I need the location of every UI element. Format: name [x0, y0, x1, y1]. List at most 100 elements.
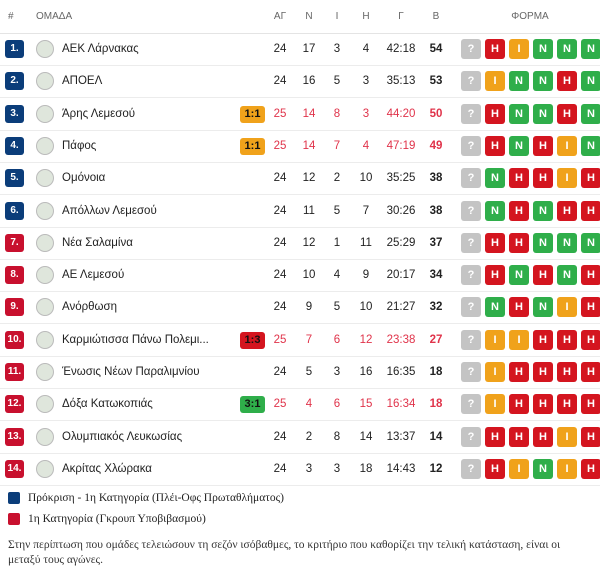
form-result[interactable]: Ν: [509, 71, 529, 92]
form-result[interactable]: Η: [509, 394, 529, 415]
form-result[interactable]: ?: [461, 200, 481, 221]
form-result[interactable]: Ι: [485, 394, 505, 415]
form-result[interactable]: Ν: [581, 71, 600, 92]
team-name[interactable]: Ολυμπιακός Λευκωσίας: [62, 430, 183, 443]
form-result[interactable]: Ν: [485, 200, 505, 221]
form-result[interactable]: Ν: [581, 232, 600, 253]
form-result[interactable]: Η: [509, 426, 529, 447]
team-name[interactable]: Πάφος: [62, 139, 97, 152]
form-result[interactable]: Η: [557, 71, 577, 92]
team-name[interactable]: Άρης Λεμεσού: [62, 107, 136, 120]
form-result[interactable]: Η: [581, 297, 600, 318]
team-name[interactable]: ΑΠΟΕΛ: [62, 75, 103, 88]
form-result[interactable]: ?: [461, 71, 481, 92]
team-name[interactable]: Ομόνοια: [62, 172, 106, 185]
form-result[interactable]: Η: [581, 458, 600, 479]
form-result[interactable]: Ν: [533, 200, 553, 221]
team-name[interactable]: Απόλλων Λεμεσού: [62, 204, 157, 217]
form-result[interactable]: Ν: [581, 135, 600, 156]
form-result[interactable]: Ι: [557, 458, 577, 479]
form-result[interactable]: ?: [461, 329, 481, 350]
form-result[interactable]: ?: [461, 232, 481, 253]
form-result[interactable]: Ν: [557, 39, 577, 59]
form-result[interactable]: Η: [533, 426, 553, 447]
form-result[interactable]: ?: [461, 394, 481, 415]
form-result[interactable]: ?: [461, 39, 481, 59]
form-result[interactable]: Η: [509, 297, 529, 318]
form-result[interactable]: ?: [461, 362, 481, 382]
form-result[interactable]: Η: [509, 362, 529, 382]
form-result[interactable]: ?: [461, 103, 481, 124]
form-result[interactable]: Ν: [557, 232, 577, 253]
form-result[interactable]: Ν: [485, 297, 505, 318]
form-result[interactable]: Ν: [581, 103, 600, 124]
form-result[interactable]: Η: [485, 232, 505, 253]
form-result[interactable]: Ι: [557, 297, 577, 318]
form-result[interactable]: Ν: [533, 103, 553, 124]
form-result[interactable]: Ν: [533, 71, 553, 92]
form-result[interactable]: Η: [533, 135, 553, 156]
form-result[interactable]: Η: [509, 232, 529, 253]
form-result[interactable]: Ι: [557, 168, 577, 189]
form-result[interactable]: Η: [557, 394, 577, 415]
form-result[interactable]: Η: [485, 265, 505, 286]
team-name[interactable]: Ανόρθωση: [62, 301, 118, 314]
team-name[interactable]: ΑΕ Λεμεσού: [62, 269, 125, 282]
form-result[interactable]: Η: [485, 135, 505, 156]
form-result[interactable]: Η: [581, 168, 600, 189]
form-result[interactable]: Ν: [533, 232, 553, 253]
form-result[interactable]: Η: [485, 39, 505, 59]
form-result[interactable]: Η: [533, 329, 553, 350]
form-result[interactable]: ?: [461, 265, 481, 286]
form-result[interactable]: Η: [557, 200, 577, 221]
form-result[interactable]: Η: [533, 265, 553, 286]
team-name[interactable]: ΑΕΚ Λάρνακας: [62, 43, 139, 55]
form-result[interactable]: Η: [581, 329, 600, 350]
form-result[interactable]: Η: [557, 329, 577, 350]
form-result[interactable]: Ι: [485, 329, 505, 350]
form-result[interactable]: Η: [557, 362, 577, 382]
team-name[interactable]: Ένωσις Νέων Παραλιμνίου: [62, 366, 200, 378]
form-result[interactable]: Ν: [533, 39, 553, 59]
stat-lost: 10: [359, 172, 373, 185]
form-result[interactable]: Ι: [485, 362, 505, 382]
form-result[interactable]: Η: [581, 265, 600, 286]
form-result[interactable]: Ν: [557, 265, 577, 286]
form-result[interactable]: Ι: [485, 71, 505, 92]
form-result[interactable]: Ν: [485, 168, 505, 189]
form-result[interactable]: Η: [509, 168, 529, 189]
form-result[interactable]: Η: [533, 168, 553, 189]
team-name[interactable]: Καρμιώτισσα Πάνω Πολεμι...: [62, 333, 209, 346]
form-result[interactable]: Η: [581, 426, 600, 447]
form-result[interactable]: Η: [485, 426, 505, 447]
form-result[interactable]: Ι: [557, 426, 577, 447]
form-result[interactable]: ?: [461, 426, 481, 447]
form-result[interactable]: Ν: [509, 265, 529, 286]
form-result[interactable]: ?: [461, 168, 481, 189]
team-name[interactable]: Δόξα Κατωκοπιάς: [62, 398, 153, 411]
form-result[interactable]: Ν: [533, 297, 553, 318]
form-result[interactable]: Ι: [509, 39, 529, 59]
form-result[interactable]: Ν: [533, 458, 553, 479]
form-result[interactable]: Η: [557, 103, 577, 124]
team-name[interactable]: Ακρίτας Χλώρακα: [62, 462, 152, 475]
form-result[interactable]: Η: [581, 362, 600, 382]
form-result[interactable]: Η: [533, 394, 553, 415]
form-result[interactable]: ?: [461, 297, 481, 318]
form-result[interactable]: Η: [533, 362, 553, 382]
form-result[interactable]: ?: [461, 458, 481, 479]
form-result[interactable]: Η: [485, 458, 505, 479]
form-result[interactable]: Ι: [509, 329, 529, 350]
form-result[interactable]: Η: [509, 200, 529, 221]
form-result[interactable]: Ν: [581, 39, 600, 59]
form-result[interactable]: Ν: [509, 135, 529, 156]
form-result[interactable]: ?: [461, 135, 481, 156]
form-result[interactable]: Ν: [509, 103, 529, 124]
team-name[interactable]: Νέα Σαλαμίνα: [62, 236, 133, 249]
form-result[interactable]: Ι: [509, 458, 529, 479]
form-result[interactable]: Η: [581, 200, 600, 221]
form-result[interactable]: Η: [581, 394, 600, 415]
form-result[interactable]: Ι: [557, 135, 577, 156]
stat-points: 32: [429, 301, 443, 314]
form-result[interactable]: Η: [485, 103, 505, 124]
